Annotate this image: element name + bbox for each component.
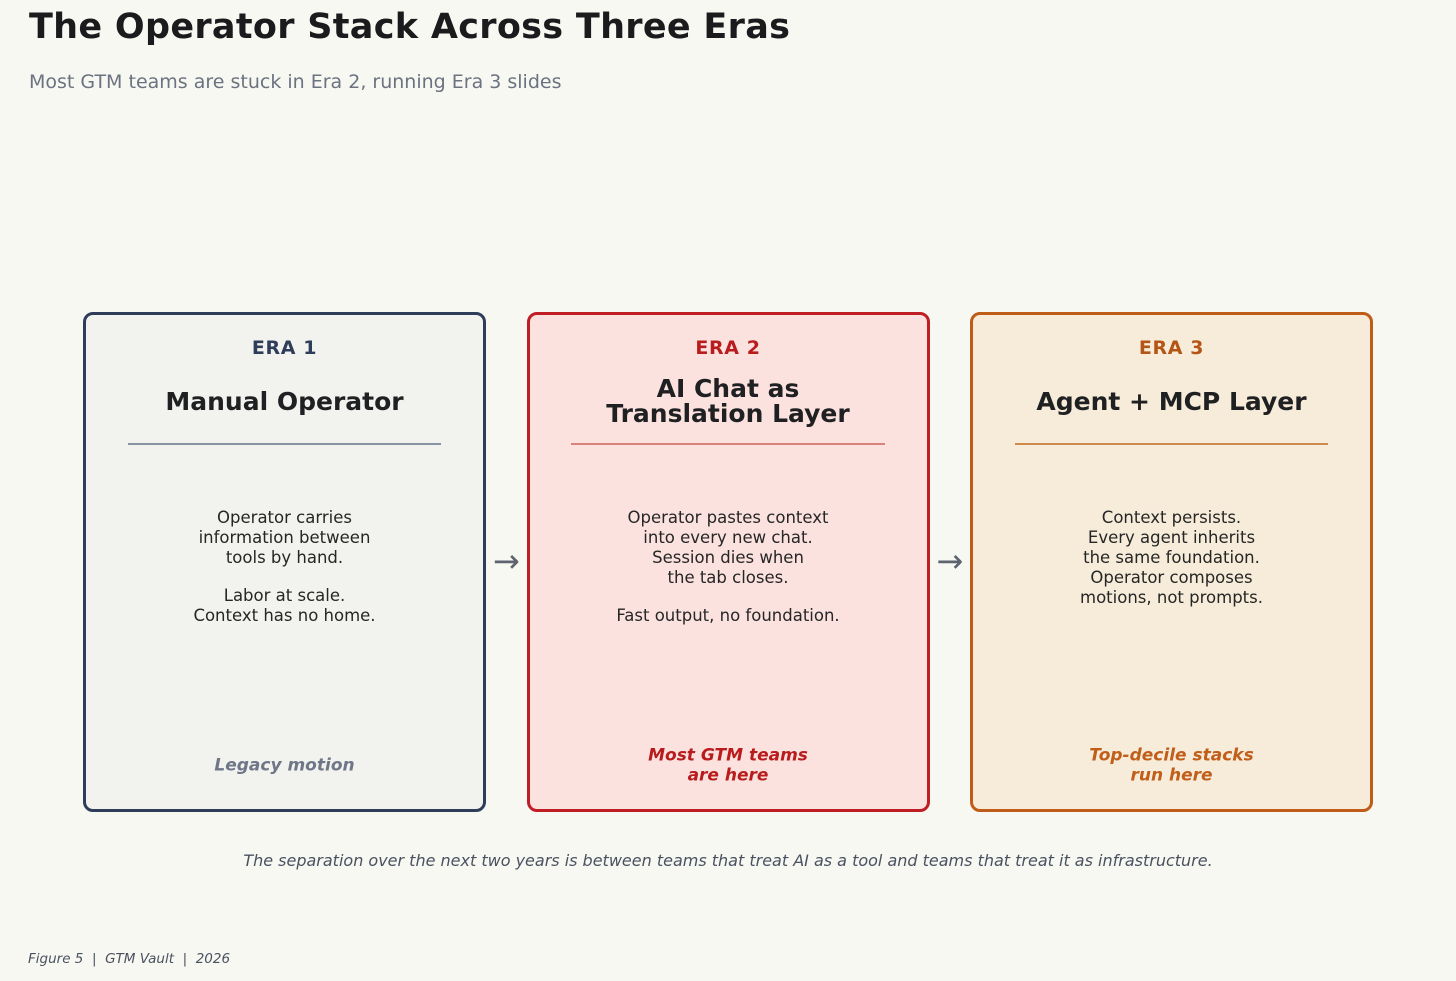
era-card-1: ERA 1 Manual Operator Operator carries i…	[83, 312, 486, 812]
page-subtitle: Most GTM teams are stuck in Era 2, runni…	[29, 71, 562, 93]
eras-diagram: ERA 1 Manual Operator Operator carries i…	[83, 312, 1373, 812]
era-3-body: Context persists. Every agent inherits t…	[973, 508, 1370, 608]
era-1-tag: Legacy motion	[214, 755, 355, 776]
era-card-2: ERA 2 AI Chat as Translation Layer Opera…	[526, 312, 930, 812]
era-2-label: ERA 2	[695, 337, 761, 359]
era-1-divider	[127, 443, 442, 445]
era-card-3: ERA 3 Agent + MCP Layer Context persists…	[970, 312, 1373, 812]
arrow-cell: →	[930, 312, 971, 812]
era-2-body: Operator pastes context into every new c…	[530, 508, 927, 626]
era-3-divider	[1014, 443, 1329, 445]
era-2-tag: Most GTM teams are here	[648, 745, 808, 785]
era-3-title: Agent + MCP Layer	[1036, 386, 1307, 416]
flow-arrow-icon: →	[492, 542, 520, 580]
era-2-divider	[571, 443, 885, 445]
era-1-label: ERA 1	[251, 337, 318, 359]
flow-arrow-icon: →	[936, 542, 964, 580]
figure-footer: Figure 5 | GTM Vault | 2026	[28, 951, 231, 967]
era-1-body-paragraph: Operator carries information between too…	[198, 508, 371, 567]
diagram-caption: The separation over the next two years i…	[243, 851, 1213, 870]
era-2-body-paragraph: Operator pastes context into every new c…	[627, 508, 829, 587]
era-3-label: ERA 3	[1138, 337, 1205, 359]
era-2-title: AI Chat as Translation Layer	[606, 374, 850, 428]
era-1-title: Manual Operator	[165, 386, 404, 416]
arrow-cell: →	[486, 312, 527, 812]
era-1-body-paragraph: Labor at scale. Context has no home.	[193, 586, 376, 625]
era-3-tag: Top-decile stacks run here	[1089, 745, 1254, 785]
era-2-body-paragraph: Fast output, no foundation.	[616, 606, 840, 625]
era-3-body-paragraph: Context persists. Every agent inherits t…	[1080, 508, 1263, 607]
page-title: The Operator Stack Across Three Eras	[29, 7, 791, 47]
era-1-body: Operator carries information between too…	[86, 508, 483, 626]
